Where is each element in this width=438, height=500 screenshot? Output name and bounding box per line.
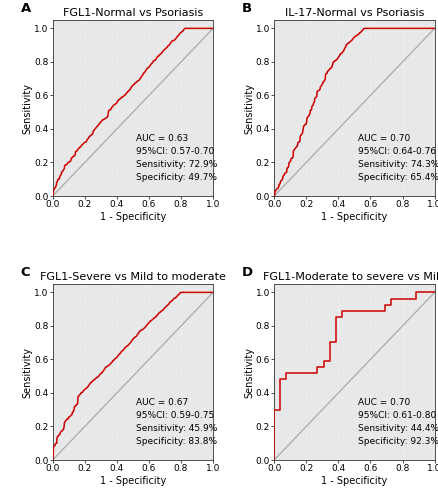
Text: D: D (241, 266, 253, 280)
X-axis label: 1 - Specificity: 1 - Specificity (321, 212, 387, 222)
Y-axis label: Sensitivity: Sensitivity (244, 82, 254, 134)
Text: B: B (241, 2, 251, 16)
Text: AUC = 0.70
95%CI: 0.64-0.76
Sensitivity: 74.3%
Specificity: 65.4%: AUC = 0.70 95%CI: 0.64-0.76 Sensitivity:… (357, 134, 438, 182)
X-axis label: 1 - Specificity: 1 - Specificity (99, 212, 166, 222)
Text: C: C (21, 266, 30, 280)
X-axis label: 1 - Specificity: 1 - Specificity (321, 476, 387, 486)
Text: AUC = 0.67
95%CI: 0.59-0.75
Sensitivity: 45.9%
Specificity: 83.8%: AUC = 0.67 95%CI: 0.59-0.75 Sensitivity:… (136, 398, 217, 446)
Title: FGL1-Severe vs Mild to moderate: FGL1-Severe vs Mild to moderate (40, 272, 225, 282)
Title: IL-17-Normal vs Psoriasis: IL-17-Normal vs Psoriasis (284, 8, 423, 18)
Text: A: A (21, 2, 31, 16)
Y-axis label: Sensitivity: Sensitivity (23, 82, 33, 134)
X-axis label: 1 - Specificity: 1 - Specificity (99, 476, 166, 486)
Text: AUC = 0.63
95%CI: 0.57-0.70
Sensitivity: 72.9%
Specificity: 49.7%: AUC = 0.63 95%CI: 0.57-0.70 Sensitivity:… (136, 134, 217, 182)
Y-axis label: Sensitivity: Sensitivity (244, 346, 254, 398)
Text: AUC = 0.70
95%CI: 0.61-0.80
Sensitivity: 44.4%
Specificity: 92.3%: AUC = 0.70 95%CI: 0.61-0.80 Sensitivity:… (357, 398, 438, 446)
Title: FGL1-Normal vs Psoriasis: FGL1-Normal vs Psoriasis (63, 8, 203, 18)
Title: FGL1-Moderate to severe vs Mild: FGL1-Moderate to severe vs Mild (262, 272, 438, 282)
Y-axis label: Sensitivity: Sensitivity (23, 346, 33, 398)
